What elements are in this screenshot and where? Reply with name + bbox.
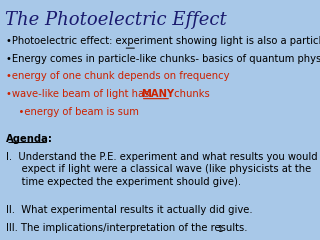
Text: MANY: MANY [141,89,174,99]
Text: The Photoelectric Effect: The Photoelectric Effect [4,11,226,29]
Text: III. The implications/interpretation of the results.: III. The implications/interpretation of … [6,223,247,233]
Text: •Photoelectric effect: experiment showing light is also a particle.: •Photoelectric effect: experiment showin… [6,36,320,46]
Text: II.  What experimental results it actually did give.: II. What experimental results it actuall… [6,205,252,215]
Text: chunks: chunks [171,89,210,99]
Text: 1: 1 [217,225,223,234]
Text: Agenda:: Agenda: [6,134,53,144]
Text: •wave-like beam of light has: •wave-like beam of light has [6,89,152,99]
Text: •energy of one chunk depends on frequency: •energy of one chunk depends on frequenc… [6,71,229,81]
Text: •Energy comes in particle-like chunks- basics of quantum physics.: •Energy comes in particle-like chunks- b… [6,54,320,64]
Text: I.  Understand the P.E. experiment and what results you would
     expect if lig: I. Understand the P.E. experiment and wh… [6,152,317,187]
Text: •energy of beam is sum: •energy of beam is sum [6,107,139,117]
